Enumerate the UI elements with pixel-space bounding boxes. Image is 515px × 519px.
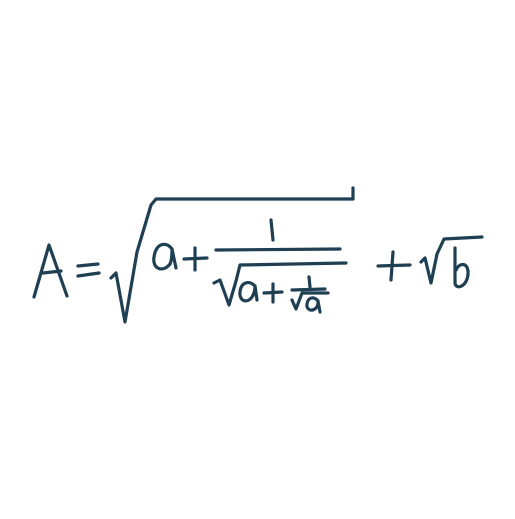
- outer-plus: [182, 246, 209, 272]
- main-fraction-bar: [214, 247, 342, 252]
- equals-sign: [76, 262, 101, 278]
- symbol-A: [32, 243, 69, 299]
- inner-radical: [212, 261, 348, 307]
- right-radical: [419, 235, 484, 285]
- outer-radical: [109, 186, 355, 324]
- symbol-b: [453, 246, 470, 289]
- small-a: [305, 296, 322, 314]
- small-fraction-bar: [290, 287, 327, 292]
- inner-a: [238, 281, 259, 303]
- outer-a: [152, 242, 178, 271]
- right-plus: [376, 250, 412, 282]
- inner-plus: [262, 282, 284, 304]
- numerator-one: [269, 218, 275, 242]
- small-radical: [290, 291, 330, 311]
- small-numerator-one: [307, 275, 312, 289]
